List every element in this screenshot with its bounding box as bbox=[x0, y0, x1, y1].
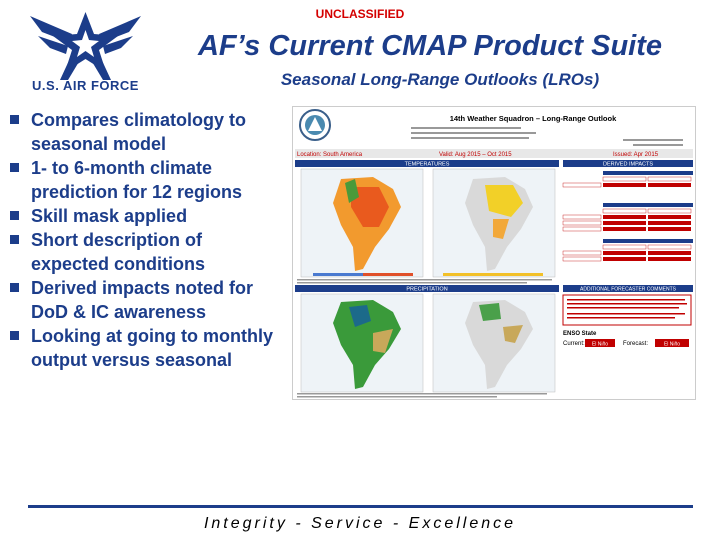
bullet-item: Compares climatology to seasonal model bbox=[10, 108, 285, 156]
air-force-wings-logo bbox=[30, 12, 141, 80]
long-range-outlook-figure: 14th Weather Squadron – Long-Range Outlo… bbox=[293, 107, 695, 399]
air-force-logo-text: U.S. AIR FORCE bbox=[32, 78, 139, 93]
bullet-item: Skill mask applied bbox=[10, 204, 285, 228]
enso-current-value: El Niño bbox=[592, 342, 608, 348]
enso-forecast-value: El Niño bbox=[664, 342, 680, 348]
footer-motto: Integrity - Service - Excellence bbox=[203, 515, 517, 532]
square-bullet-icon bbox=[10, 115, 19, 124]
bullet-list: Compares climatology to seasonal model 1… bbox=[10, 108, 285, 372]
bullet-item: Derived impacts noted for DoD & IC aware… bbox=[10, 276, 285, 324]
temperatures-header: TEMPERATURES bbox=[405, 162, 450, 168]
derived-impacts-header: DERIVED IMPACTS bbox=[603, 162, 653, 168]
bullet-item: Short description of expected conditions bbox=[10, 228, 285, 276]
square-bullet-icon bbox=[10, 283, 19, 292]
bullet-item: Looking at going to monthly output versu… bbox=[10, 324, 285, 372]
product-valid: Valid: Aug 2015 – Oct 2015 bbox=[439, 152, 512, 158]
product-title: 14th Weather Squadron – Long-Range Outlo… bbox=[450, 114, 617, 123]
weather-squadron-emblem-icon bbox=[299, 109, 331, 141]
enso-current-label: Current: bbox=[563, 341, 585, 347]
footer-divider bbox=[28, 505, 693, 508]
product-location: Location: South America bbox=[297, 152, 363, 158]
square-bullet-icon bbox=[10, 163, 19, 172]
product-issued: Issued: Apr 2015 bbox=[613, 152, 659, 158]
south-america-precipitation-map bbox=[333, 300, 401, 389]
enso-forecast-label: Forecast: bbox=[623, 341, 648, 347]
enso-state-label: ENSO State bbox=[563, 331, 597, 337]
square-bullet-icon bbox=[10, 235, 19, 244]
derived-impacts-table bbox=[562, 171, 693, 262]
precipitation-header: PRECIPITATION bbox=[406, 287, 447, 293]
square-bullet-icon bbox=[10, 211, 19, 220]
forecaster-comments-header: ADDITIONAL FORECASTER COMMENTS bbox=[580, 287, 677, 293]
page-subtitle: Seasonal Long-Range Outlooks (LROs) bbox=[280, 70, 600, 89]
square-bullet-icon bbox=[10, 331, 19, 340]
product-screenshot: 14th Weather Squadron – Long-Range Outlo… bbox=[292, 106, 696, 400]
page-title: AF’s Current CMAP Product Suite bbox=[197, 30, 663, 62]
bullet-item: 1- to 6-month climate prediction for 12 … bbox=[10, 156, 285, 204]
classification-banner: UNCLASSIFIED bbox=[315, 7, 405, 21]
south-america-precip-probability-map bbox=[465, 300, 533, 389]
